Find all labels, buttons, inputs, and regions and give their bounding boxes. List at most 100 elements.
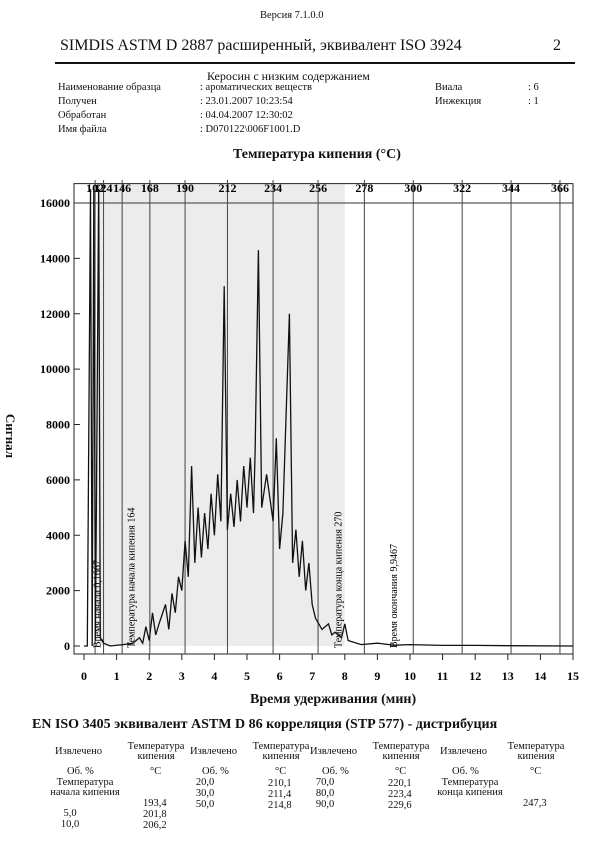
x-tick-label: 3	[179, 669, 185, 683]
y-tick-label: 8000	[46, 418, 70, 432]
info-label: Имя файла	[58, 124, 107, 135]
shaded-region	[97, 183, 345, 646]
info-value: : ароматических веществ	[200, 82, 312, 93]
cell: 223,4	[388, 789, 412, 800]
cell: 206,2	[143, 820, 167, 831]
plot-frame	[73, 183, 574, 655]
info-label: Обработан	[58, 110, 107, 121]
x-tick-label: 13	[502, 669, 514, 683]
rule	[55, 62, 575, 64]
info-value: : 23.01.2007 10:23:54	[200, 96, 293, 107]
annotation: Температура конца кипения 270	[334, 512, 345, 648]
x-label: Время удерживания (мин)	[250, 692, 417, 707]
unit: °C	[395, 766, 407, 777]
y-tick-label: 2000	[46, 584, 70, 598]
cell: 210,1	[268, 778, 292, 789]
top-tick-label: 278	[355, 181, 373, 195]
cell: 30,0	[195, 788, 215, 799]
annotation: Температура начала кипения 164	[127, 508, 138, 648]
annotation: Время начала 0,1667	[92, 560, 103, 648]
x-tick-label: 5	[244, 669, 250, 683]
cell: 220,1	[388, 778, 412, 789]
info-label: Получен	[58, 96, 97, 107]
info-value: : D070122\006F1001.D	[200, 124, 301, 135]
col-header: Температура кипения	[127, 741, 185, 762]
x-tick-label: 4	[211, 669, 217, 683]
chart-title: Температура кипения (°C)	[233, 147, 401, 162]
top-tick-label: 234	[264, 181, 282, 195]
x-tick-label: 11	[437, 669, 448, 683]
table-title: EN ISO 3405 эквивалент ASTM D 86 корреля…	[32, 717, 498, 732]
col-header: Извлечено	[440, 746, 487, 757]
x-tick-label: 14	[534, 669, 546, 683]
col-header: Температура кипения	[372, 741, 430, 762]
top-tick-label: 124	[95, 181, 113, 195]
unit: Об. %	[202, 766, 229, 777]
x-tick-label: 10	[404, 669, 416, 683]
unit: Об. %	[322, 766, 349, 777]
sample-line: Керосин с низким содержанием	[207, 69, 370, 83]
y-label: Сигнал	[3, 413, 19, 459]
cell: 247,3	[523, 798, 547, 809]
unit: Об. %	[67, 766, 94, 777]
x-tick-label: 15	[567, 669, 579, 683]
top-tick-label: 256	[309, 181, 327, 195]
annotation: Время окончания 9,9467	[389, 544, 400, 648]
cell: 193,4	[143, 798, 167, 809]
signal-trace	[84, 189, 574, 647]
x-tick-label: 6	[277, 669, 283, 683]
top-tick-label: 322	[453, 181, 471, 195]
unit: °C	[530, 766, 542, 777]
x-tick-label: 0	[81, 669, 87, 683]
y-tick-label: 12000	[40, 307, 70, 321]
version: Версия 7.1.0.0	[260, 10, 324, 21]
cell: Температура конца кипения	[437, 777, 503, 798]
cell: 201,8	[143, 809, 167, 820]
page-number: 2	[553, 37, 561, 54]
col-header: Температура кипения	[252, 741, 310, 762]
cell: 10,0	[60, 819, 80, 830]
x-tick-label: 1	[114, 669, 120, 683]
cell: 70,0	[315, 777, 335, 788]
cell: 90,0	[315, 799, 335, 810]
unit: °C	[275, 766, 287, 777]
top-tick-label: 146	[113, 181, 131, 195]
cell: 211,4	[268, 789, 292, 800]
top-tick-label: 344	[502, 181, 520, 195]
info-value: : 6	[528, 82, 539, 93]
col-header: Температура кипения	[507, 741, 565, 762]
info-label: Инжекция	[435, 96, 482, 107]
x-tick-label: 8	[342, 669, 348, 683]
y-tick-label: 14000	[40, 251, 70, 265]
cell: 20,0	[195, 777, 215, 788]
col-header: Извлечено	[55, 746, 102, 757]
col-header: Извлечено	[190, 746, 237, 757]
info-label: Виала	[435, 82, 463, 93]
top-tick-label: 300	[404, 181, 422, 195]
report-title: SIMDIS ASTM D 2887 расширенный, эквивале…	[60, 37, 462, 54]
cell: 80,0	[315, 788, 335, 799]
y-tick-label: 0	[64, 639, 70, 653]
info-value: : 04.04.2007 12:30:02	[200, 110, 293, 121]
cell: 214,8	[268, 800, 292, 811]
cell: 5,0	[63, 808, 77, 819]
y-tick-label: 6000	[46, 473, 70, 487]
x-tick-label: 9	[374, 669, 380, 683]
x-tick-label: 2	[146, 669, 152, 683]
top-tick-label: 212	[218, 181, 236, 195]
unit: °C	[150, 766, 162, 777]
cell: 229,6	[388, 800, 412, 811]
cell: 50,0	[195, 799, 215, 810]
x-tick-label: 12	[469, 669, 481, 683]
y-tick-label: 16000	[40, 196, 70, 210]
unit: Об. %	[452, 766, 479, 777]
top-tick-label: 366	[551, 181, 569, 195]
x-tick-label: 7	[309, 669, 315, 683]
col-header: Извлечено	[310, 746, 357, 757]
top-tick-label: 168	[141, 181, 159, 195]
cell: Температура начала кипения	[50, 777, 120, 798]
y-tick-label: 10000	[40, 362, 70, 376]
info-label: Наименование образца	[58, 82, 161, 93]
